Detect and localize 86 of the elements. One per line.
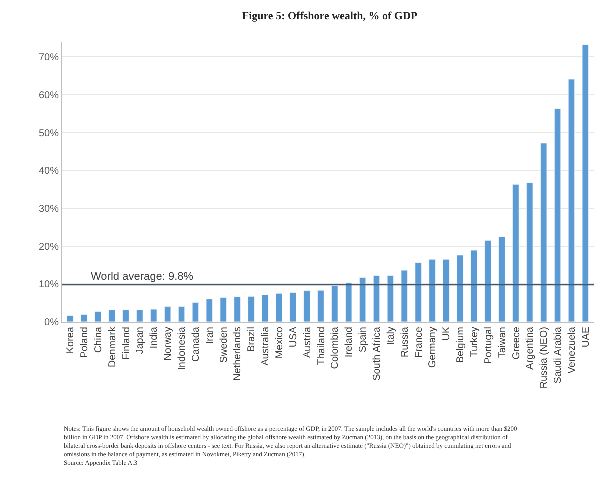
x-tick-label: Italy — [386, 327, 397, 346]
x-tick-label: South Africa — [372, 326, 383, 381]
bar — [164, 306, 172, 322]
bar — [178, 306, 186, 322]
y-tick-label: 50% — [38, 128, 60, 140]
y-tick-label: 40% — [38, 166, 60, 178]
bar — [484, 240, 492, 322]
bar — [248, 296, 255, 322]
x-tick-label: Norway — [163, 327, 174, 361]
chart-title: Figure 5: Offshore wealth, % of GDP — [242, 10, 418, 23]
x-tick-label: Iran — [204, 327, 216, 344]
bar — [540, 143, 548, 322]
bar — [442, 259, 450, 322]
x-tick-label: Taiwan — [497, 327, 508, 358]
bar — [456, 255, 464, 322]
bar — [136, 310, 144, 322]
x-tick-label: Saudi Arabia — [553, 326, 564, 384]
bar — [108, 310, 116, 322]
bar — [66, 316, 74, 322]
x-tick-label: Argentina — [525, 326, 536, 370]
x-tick-label: Indonesia — [177, 326, 188, 370]
x-tick-label: Finland — [121, 327, 132, 360]
x-tick-label: Greece — [511, 326, 522, 360]
bar — [568, 79, 576, 322]
x-tick-label: Sweden — [218, 327, 230, 364]
bar — [318, 290, 324, 322]
bar — [332, 286, 338, 322]
bar — [498, 236, 506, 322]
bar — [429, 259, 436, 322]
x-tick-label: UK — [442, 326, 453, 341]
x-tick-label: China — [93, 326, 104, 354]
x-tick-label: Denmark — [107, 326, 118, 368]
x-tick-label: Japan — [135, 327, 146, 354]
bar — [262, 294, 269, 322]
bar — [220, 298, 227, 322]
bar — [206, 299, 214, 322]
x-tick-label: Turkey — [469, 327, 480, 358]
x-tick-label: Germany — [428, 327, 439, 368]
bar — [387, 276, 394, 322]
x-tick-label: Australia — [260, 326, 272, 366]
x-tick-label: Mexico — [274, 326, 286, 359]
x-tick-label: Russia (NEO) — [539, 327, 550, 389]
ref-line-label: World average: 9.8% — [91, 271, 194, 283]
bar — [122, 310, 130, 322]
bar — [80, 314, 88, 322]
x-tick-label: Korea — [66, 326, 77, 354]
x-tick-label: France — [414, 326, 425, 358]
y-tick-label: 0% — [44, 318, 60, 328]
x-tick-label: Spain — [358, 327, 370, 353]
bar — [192, 302, 200, 322]
bar — [150, 309, 158, 322]
x-tick-label: UAE — [580, 326, 592, 348]
x-tick-label: Venezuela — [566, 326, 578, 374]
x-tick-label: Russia — [400, 326, 411, 358]
bar — [290, 292, 297, 322]
x-tick-label: Brazil — [246, 327, 258, 352]
x-tick-label: USA — [288, 326, 300, 348]
y-tick-label: 10% — [38, 280, 60, 291]
y-tick-label: 60% — [38, 90, 60, 102]
bar — [582, 44, 590, 322]
bar — [346, 282, 352, 322]
bar — [304, 290, 310, 322]
bar — [276, 293, 283, 322]
bar — [373, 276, 380, 322]
bar — [359, 277, 366, 322]
bar — [401, 270, 408, 322]
bar — [470, 250, 478, 322]
x-tick-label: Portugal — [483, 327, 494, 364]
x-tick-label: Colombia — [330, 326, 342, 370]
bar — [554, 108, 562, 322]
x-tick-label: Thailand — [316, 327, 328, 366]
bar — [94, 312, 102, 322]
y-tick-label: 30% — [38, 204, 60, 215]
x-tick-label: Ireland — [344, 327, 356, 358]
bar — [526, 182, 534, 322]
x-tick-label: Belgium — [456, 327, 467, 364]
y-tick-label: 20% — [38, 242, 60, 253]
x-tick-label: Netherlands — [232, 327, 244, 381]
bar — [415, 262, 422, 322]
y-tick-label: 70% — [38, 52, 60, 64]
bar — [512, 184, 520, 322]
x-tick-label: Poland — [80, 327, 91, 358]
x-tick-label: Austria — [302, 326, 314, 358]
x-tick-label: Canada — [190, 326, 202, 362]
x-tick-label: India — [149, 326, 160, 349]
bar — [234, 296, 241, 322]
